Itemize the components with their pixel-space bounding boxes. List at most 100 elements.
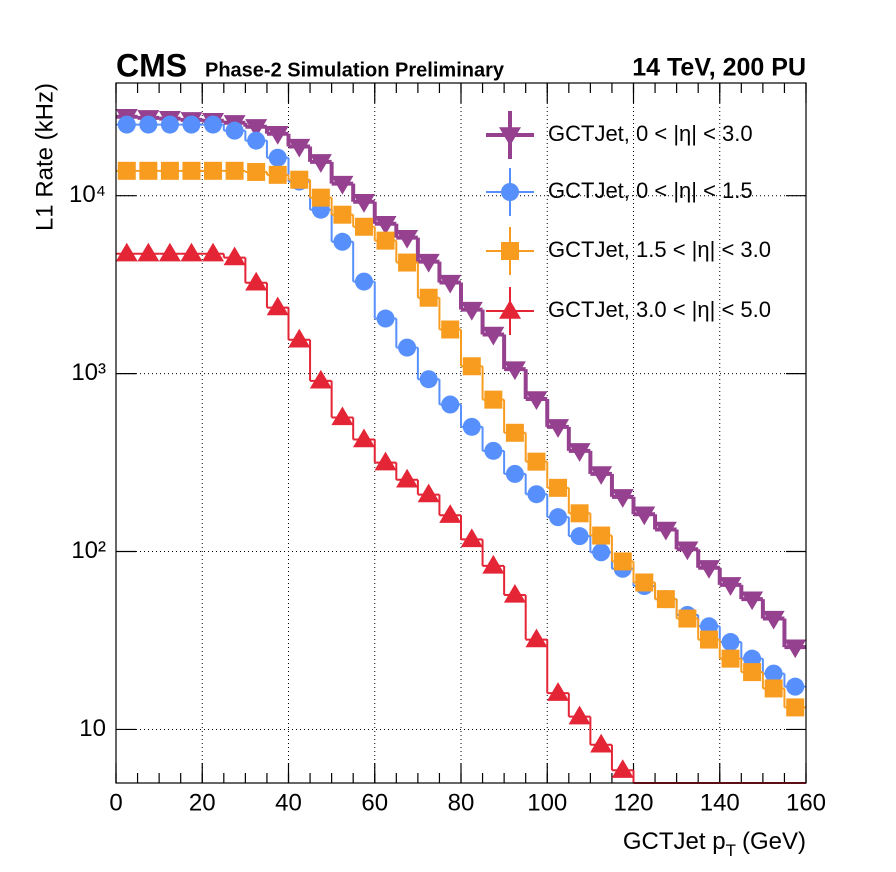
marker — [590, 466, 613, 485]
marker — [462, 417, 481, 436]
marker — [525, 391, 548, 410]
y-tick-label: 10² — [71, 537, 106, 564]
marker — [180, 242, 203, 262]
marker — [656, 590, 675, 609]
marker — [417, 483, 440, 503]
marker — [699, 630, 718, 649]
x-tick-label: 140 — [700, 789, 740, 816]
marker — [613, 552, 632, 571]
legend-marker — [501, 183, 519, 201]
x-tick-label: 80 — [448, 789, 475, 816]
marker — [396, 468, 419, 488]
legend-label: GCTJet, 1.5 < |η| < 3.0 — [548, 237, 771, 262]
marker — [462, 357, 481, 376]
x-tick-label: 120 — [613, 789, 653, 816]
marker — [721, 633, 740, 652]
marker — [441, 395, 460, 414]
marker — [547, 682, 570, 701]
marker — [484, 390, 503, 409]
y-tick-label: 10 — [79, 715, 106, 742]
marker — [570, 527, 589, 546]
marker — [204, 115, 223, 134]
y-tick-label: 10³ — [71, 359, 106, 386]
x-axis-title-sub: T — [726, 841, 736, 860]
marker — [525, 628, 548, 648]
marker — [527, 452, 546, 471]
marker — [590, 733, 613, 753]
marker — [764, 679, 783, 698]
marker — [592, 526, 611, 545]
marker — [482, 326, 505, 346]
marker — [374, 451, 397, 471]
x-tick-label: 60 — [361, 789, 388, 816]
marker — [697, 560, 720, 579]
marker — [396, 229, 419, 249]
marker — [439, 274, 462, 294]
legend-label: GCTJet, 0 < |η| < 1.5 — [548, 178, 753, 203]
marker — [439, 504, 462, 523]
x-tick-label: 0 — [109, 789, 122, 816]
marker — [223, 246, 246, 266]
marker — [484, 441, 503, 460]
marker — [354, 217, 373, 236]
marker — [311, 188, 330, 207]
marker — [225, 161, 244, 180]
legend-marker — [501, 242, 519, 260]
marker — [182, 161, 201, 180]
marker — [352, 194, 375, 213]
x-axis-title-main: GCTJet p — [623, 828, 726, 855]
marker — [721, 649, 740, 668]
marker — [503, 361, 526, 381]
marker — [633, 506, 656, 526]
x-tick-label: 160 — [786, 789, 826, 816]
marker — [611, 759, 634, 778]
marker — [245, 271, 268, 291]
marker — [268, 165, 287, 184]
x-tick-label: 100 — [527, 789, 567, 816]
marker — [786, 677, 805, 696]
marker — [741, 591, 764, 611]
marker — [117, 161, 136, 180]
marker — [527, 485, 546, 504]
marker — [309, 154, 332, 173]
marker — [117, 115, 136, 134]
marker — [266, 296, 289, 316]
marker — [290, 170, 309, 189]
experiment-label: CMS — [116, 47, 187, 83]
marker — [482, 554, 505, 574]
marker — [417, 253, 440, 273]
x-tick-label: 20 — [189, 789, 216, 816]
marker — [331, 406, 354, 426]
marker — [376, 309, 395, 328]
marker — [441, 320, 460, 339]
marker — [398, 253, 417, 272]
legend-marker — [499, 127, 521, 146]
marker — [182, 115, 201, 134]
marker — [333, 205, 352, 224]
legend-label: GCTJet, 0 < |η| < 3.0 — [548, 121, 753, 146]
marker — [376, 231, 395, 250]
marker — [139, 115, 158, 134]
marker — [137, 242, 160, 262]
marker — [331, 175, 354, 195]
x-tick-label: 40 — [275, 789, 302, 816]
marker — [288, 328, 311, 348]
marker — [592, 543, 611, 562]
y-tick-label: 10⁴ — [69, 181, 106, 208]
marker — [460, 301, 483, 321]
marker — [678, 609, 697, 628]
marker — [354, 272, 373, 291]
marker — [309, 369, 332, 389]
marker — [160, 115, 179, 134]
x-axis-title-unit: (GeV) — [742, 828, 806, 855]
marker — [204, 161, 223, 180]
marker — [158, 242, 181, 262]
legend-label: GCTJet, 3.0 < |η| < 5.0 — [548, 297, 771, 322]
marker — [139, 161, 158, 180]
marker — [676, 541, 699, 561]
energy-label: 14 TeV, 200 PU — [632, 54, 806, 82]
marker — [245, 119, 268, 138]
marker — [743, 663, 762, 682]
